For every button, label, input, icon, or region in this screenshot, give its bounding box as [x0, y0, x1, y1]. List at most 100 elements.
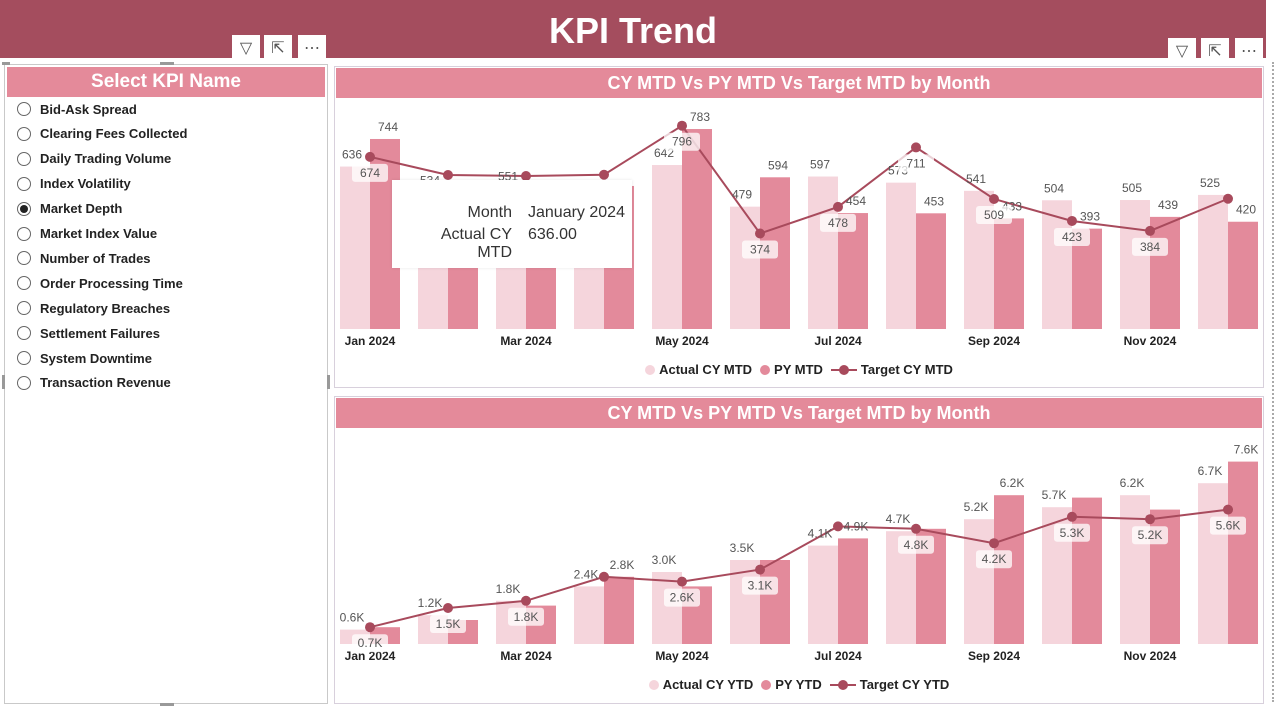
x-tick-label: Sep 2024: [968, 649, 1020, 663]
cy-data-label: 6.2K: [1120, 476, 1145, 490]
cy-bar: [652, 165, 682, 329]
cy-bar: [1198, 194, 1228, 329]
focus-mode-icon[interactable]: ⇱: [264, 35, 292, 61]
target-line: [369, 124, 1229, 235]
resize-handle[interactable]: [160, 62, 174, 65]
more-options-icon[interactable]: ⋯: [298, 35, 326, 61]
chart-title: CY MTD Vs PY MTD Vs Target MTD by Month: [336, 68, 1262, 98]
filter-icon[interactable]: ▽: [232, 35, 260, 61]
page-scrollbar[interactable]: [1272, 62, 1275, 702]
cy-data-label: 636: [342, 148, 362, 162]
resize-handle[interactable]: [2, 62, 10, 65]
legend-dot-icon: [648, 679, 659, 690]
target-label-box: [742, 576, 778, 595]
radio-button[interactable]: [17, 151, 31, 166]
slicer-item-label: Index Volatility: [40, 176, 131, 192]
legend-item[interactable]: PY MTD: [760, 362, 823, 377]
radio-button[interactable]: [17, 201, 31, 216]
legend-dot-icon: [760, 364, 771, 375]
radio-button[interactable]: [17, 251, 31, 266]
slicer-item[interactable]: System Downtime: [17, 348, 152, 368]
target-point: [521, 595, 531, 606]
slicer-item[interactable]: Transaction Revenue: [17, 373, 171, 393]
radio-button[interactable]: [17, 176, 31, 191]
py-bar: [1228, 461, 1258, 644]
cy-data-label: 525: [1200, 176, 1220, 190]
legend-item[interactable]: Target CY YTD: [829, 677, 949, 692]
resize-handle[interactable]: [2, 375, 5, 389]
target-data-label: 423: [1062, 230, 1082, 244]
chart-legend: Actual CY YTD PY YTD Target CY YTD: [335, 677, 1263, 692]
target-point: [833, 521, 843, 532]
legend-item[interactable]: Target CY MTD: [830, 362, 953, 377]
slicer-item[interactable]: Index Volatility: [17, 174, 131, 194]
slicer-item-label: Order Processing Time: [40, 275, 183, 291]
target-data-label: 5.6K: [1216, 519, 1241, 533]
target-data-label: 3.1K: [748, 579, 773, 593]
target-data-label: 5.3K: [1060, 526, 1085, 540]
target-data-label: 674: [360, 166, 380, 180]
resize-handle[interactable]: [160, 703, 174, 706]
slicer-item[interactable]: Daily Trading Volume: [17, 149, 171, 169]
py-data-label: 454: [846, 194, 866, 208]
cy-data-label: 2.4K: [574, 567, 599, 581]
slicer-item[interactable]: Clearing Fees Collected: [17, 124, 187, 144]
py-bar: [604, 576, 634, 644]
slicer-item-label: Regulatory Breaches: [40, 300, 171, 316]
cy-bar: [1120, 200, 1150, 329]
cy-data-label: 0.6K: [340, 611, 365, 625]
chart-title: CY MTD Vs PY MTD Vs Target MTD by Month: [336, 398, 1262, 428]
target-point: [989, 538, 999, 549]
legend-item[interactable]: PY YTD: [761, 677, 822, 692]
more-options-icon[interactable]: ⋯: [1235, 38, 1263, 64]
radio-button[interactable]: [17, 126, 31, 141]
resize-handle[interactable]: [327, 375, 330, 389]
cy-bar: [1042, 200, 1072, 329]
legend-label: Actual CY YTD: [662, 677, 754, 692]
slicer-item[interactable]: Bid-Ask Spread: [17, 99, 137, 119]
target-point: [755, 228, 765, 239]
slicer-item[interactable]: Market Depth: [17, 199, 122, 219]
slicer-item[interactable]: Settlement Failures: [17, 323, 160, 343]
focus-mode-icon[interactable]: ⇱: [1201, 38, 1229, 64]
legend-item[interactable]: Actual CY MTD: [645, 362, 752, 377]
target-data-label: 796: [672, 135, 692, 149]
filter-icon[interactable]: ▽: [1168, 38, 1196, 64]
legend-dot-icon: [761, 679, 772, 690]
py-data-label: 7.6K: [1234, 443, 1259, 457]
x-tick-label: Jan 2024: [345, 649, 396, 663]
slicer-item[interactable]: Market Index Value: [17, 224, 157, 244]
cy-data-label: 541: [966, 172, 986, 186]
target-label-box: [664, 588, 700, 607]
cy-bar: [886, 182, 916, 329]
target-data-label: 374: [750, 242, 770, 256]
py-bar: [994, 218, 1024, 329]
target-label-box: [742, 240, 778, 259]
slicer-item-label: Settlement Failures: [40, 325, 160, 341]
radio-button[interactable]: [17, 375, 31, 390]
x-tick-label: May 2024: [655, 649, 709, 663]
radio-button[interactable]: [17, 326, 31, 341]
slicer-item[interactable]: Order Processing Time: [17, 273, 183, 293]
slicer-item[interactable]: Regulatory Breaches: [17, 298, 170, 318]
radio-button[interactable]: [17, 301, 31, 316]
radio-button[interactable]: [17, 351, 31, 365]
ytd-chart-panel: CY MTD Vs PY MTD Vs Target MTD by Month …: [334, 396, 1264, 704]
py-bar: [1150, 216, 1180, 329]
radio-button[interactable]: [17, 226, 31, 241]
tooltip-value: January 2024: [528, 204, 625, 221]
radio-button[interactable]: [17, 102, 31, 116]
chart-legend: Actual CY MTD PY MTD Target CY MTD: [335, 362, 1263, 377]
slicer-item[interactable]: Number of Trades: [17, 248, 151, 268]
slicer-item-label: Market Index Value: [40, 226, 158, 241]
legend-item[interactable]: Actual CY YTD: [648, 677, 754, 692]
x-tick-label: May 2024: [655, 334, 709, 348]
cy-data-label: 6.7K: [1198, 464, 1223, 478]
py-data-label: 594: [768, 158, 788, 172]
target-label-box: [1210, 516, 1246, 535]
target-label-box: [1054, 227, 1090, 246]
target-data-label: 478: [828, 216, 848, 230]
radio-button[interactable]: [17, 276, 31, 291]
py-data-label: 453: [924, 194, 944, 208]
cy-bar: [808, 545, 838, 644]
